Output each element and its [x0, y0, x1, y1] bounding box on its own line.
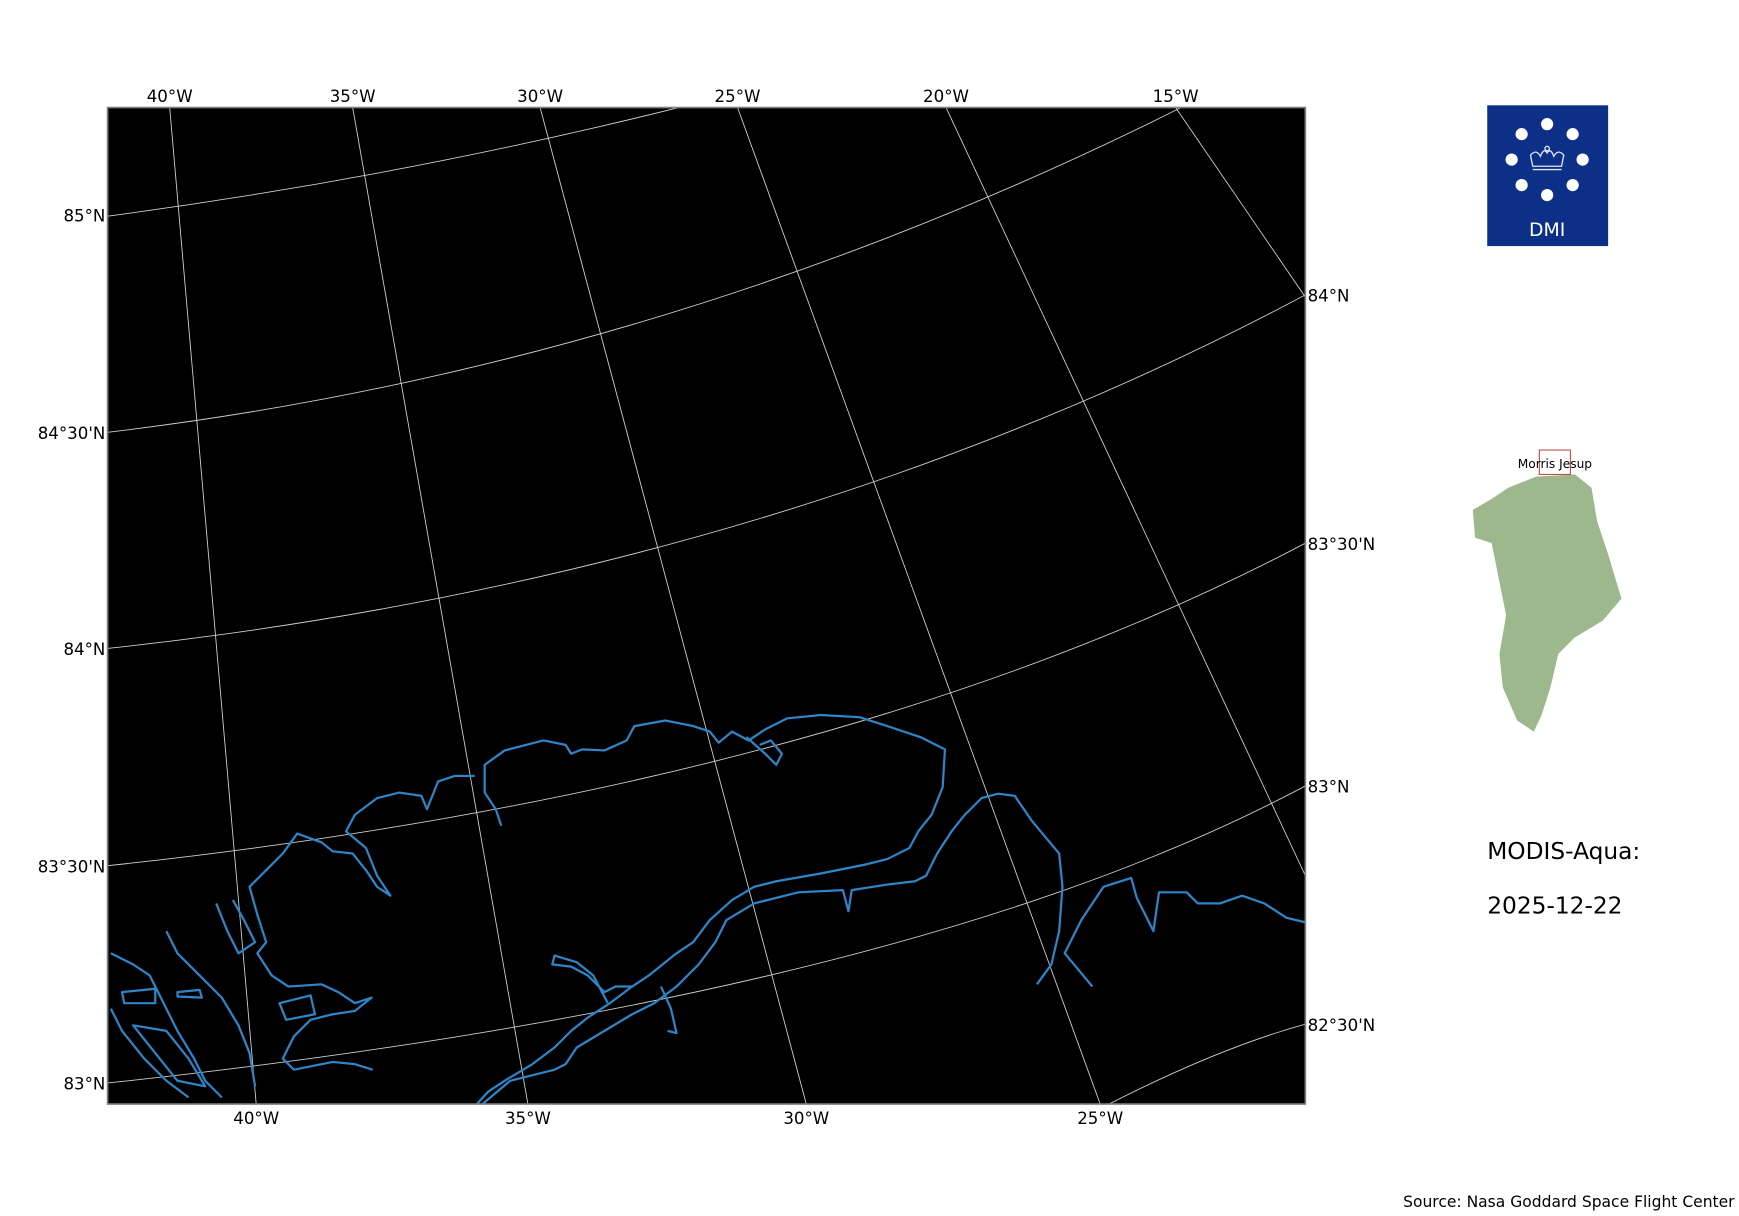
lat-label: 83°N: [1308, 778, 1350, 797]
crown-icon: [1529, 145, 1565, 171]
meridian-40w: [169, 107, 257, 1105]
date-label: 2025-12-22: [1487, 892, 1622, 919]
lon-label: 30°W: [517, 87, 563, 106]
coastline-east: [1063, 876, 1306, 988]
map-frame: [106, 106, 1307, 1105]
lon-label: 20°W: [923, 87, 969, 106]
lat-labels-right: 84°N 83°30'N 83°N 82°30'N: [1308, 287, 1376, 1035]
dmi-logo: DMI: [1487, 105, 1609, 247]
meridian-15w: [1175, 107, 1306, 298]
coastlines: [109, 713, 1306, 1105]
lon-labels-top: 40°W 35°W 30°W 25°W 20°W 15°W: [147, 87, 1199, 106]
parallel-85n: [107, 107, 679, 217]
source-credit: Source: Nasa Goddard Space Flight Center: [1403, 1193, 1735, 1211]
greenland-land: [1472, 474, 1622, 732]
lon-label: 25°W: [715, 87, 761, 106]
coastline-fjord: [481, 792, 1064, 1105]
logo-text: DMI: [1529, 220, 1565, 241]
meridian-35w: [352, 107, 529, 1105]
sensor-label: MODIS-Aqua:: [1487, 838, 1640, 865]
coastline-peninsula: [551, 954, 633, 1004]
lon-label: 35°W: [330, 87, 376, 106]
parallel-84n: [107, 294, 1306, 649]
parallel-83n: [107, 785, 1306, 1084]
inset-label: Morris Jesup: [1518, 457, 1593, 471]
lat-label: 83°30'N: [1308, 535, 1376, 554]
lat-label: 83°N: [63, 1075, 105, 1094]
lat-label: 82°30'N: [1308, 1016, 1376, 1035]
map-background: [107, 107, 1306, 1105]
parallel-82-30n: [1108, 1023, 1306, 1105]
meridian-30w: [539, 107, 807, 1105]
coastline-islets: [745, 736, 783, 766]
lat-label: 84°30'N: [38, 424, 106, 443]
map-panel: [106, 106, 1307, 1105]
lon-label: 35°W: [505, 1109, 551, 1128]
lat-label: 84°N: [63, 640, 105, 659]
coastline-west: [248, 774, 475, 1071]
lat-label: 85°N: [63, 207, 105, 226]
coastline-southwest: [109, 899, 317, 1099]
lat-label: 83°30'N: [38, 857, 106, 876]
greenland-inset: Morris Jesup: [1472, 449, 1622, 732]
area-box: [1538, 449, 1571, 475]
meridian-20w: [945, 107, 1306, 876]
lon-label: 15°W: [1153, 87, 1199, 106]
parallel-84-30n: [107, 107, 1182, 433]
coastline-inlet: [659, 986, 678, 1035]
lon-labels-bottom: 40°W 35°W 30°W 25°W: [233, 1109, 1123, 1128]
lon-label: 30°W: [783, 1109, 829, 1128]
lon-label: 40°W: [233, 1109, 279, 1128]
lon-label: 40°W: [147, 87, 193, 106]
lon-label: 25°W: [1077, 1109, 1123, 1128]
lat-label: 84°N: [1308, 287, 1350, 306]
meridian-25w: [737, 107, 1101, 1105]
lat-labels-left: 85°N 84°30'N 84°N 83°30'N 83°N: [38, 207, 106, 1094]
logo-dots: [1505, 118, 1589, 202]
